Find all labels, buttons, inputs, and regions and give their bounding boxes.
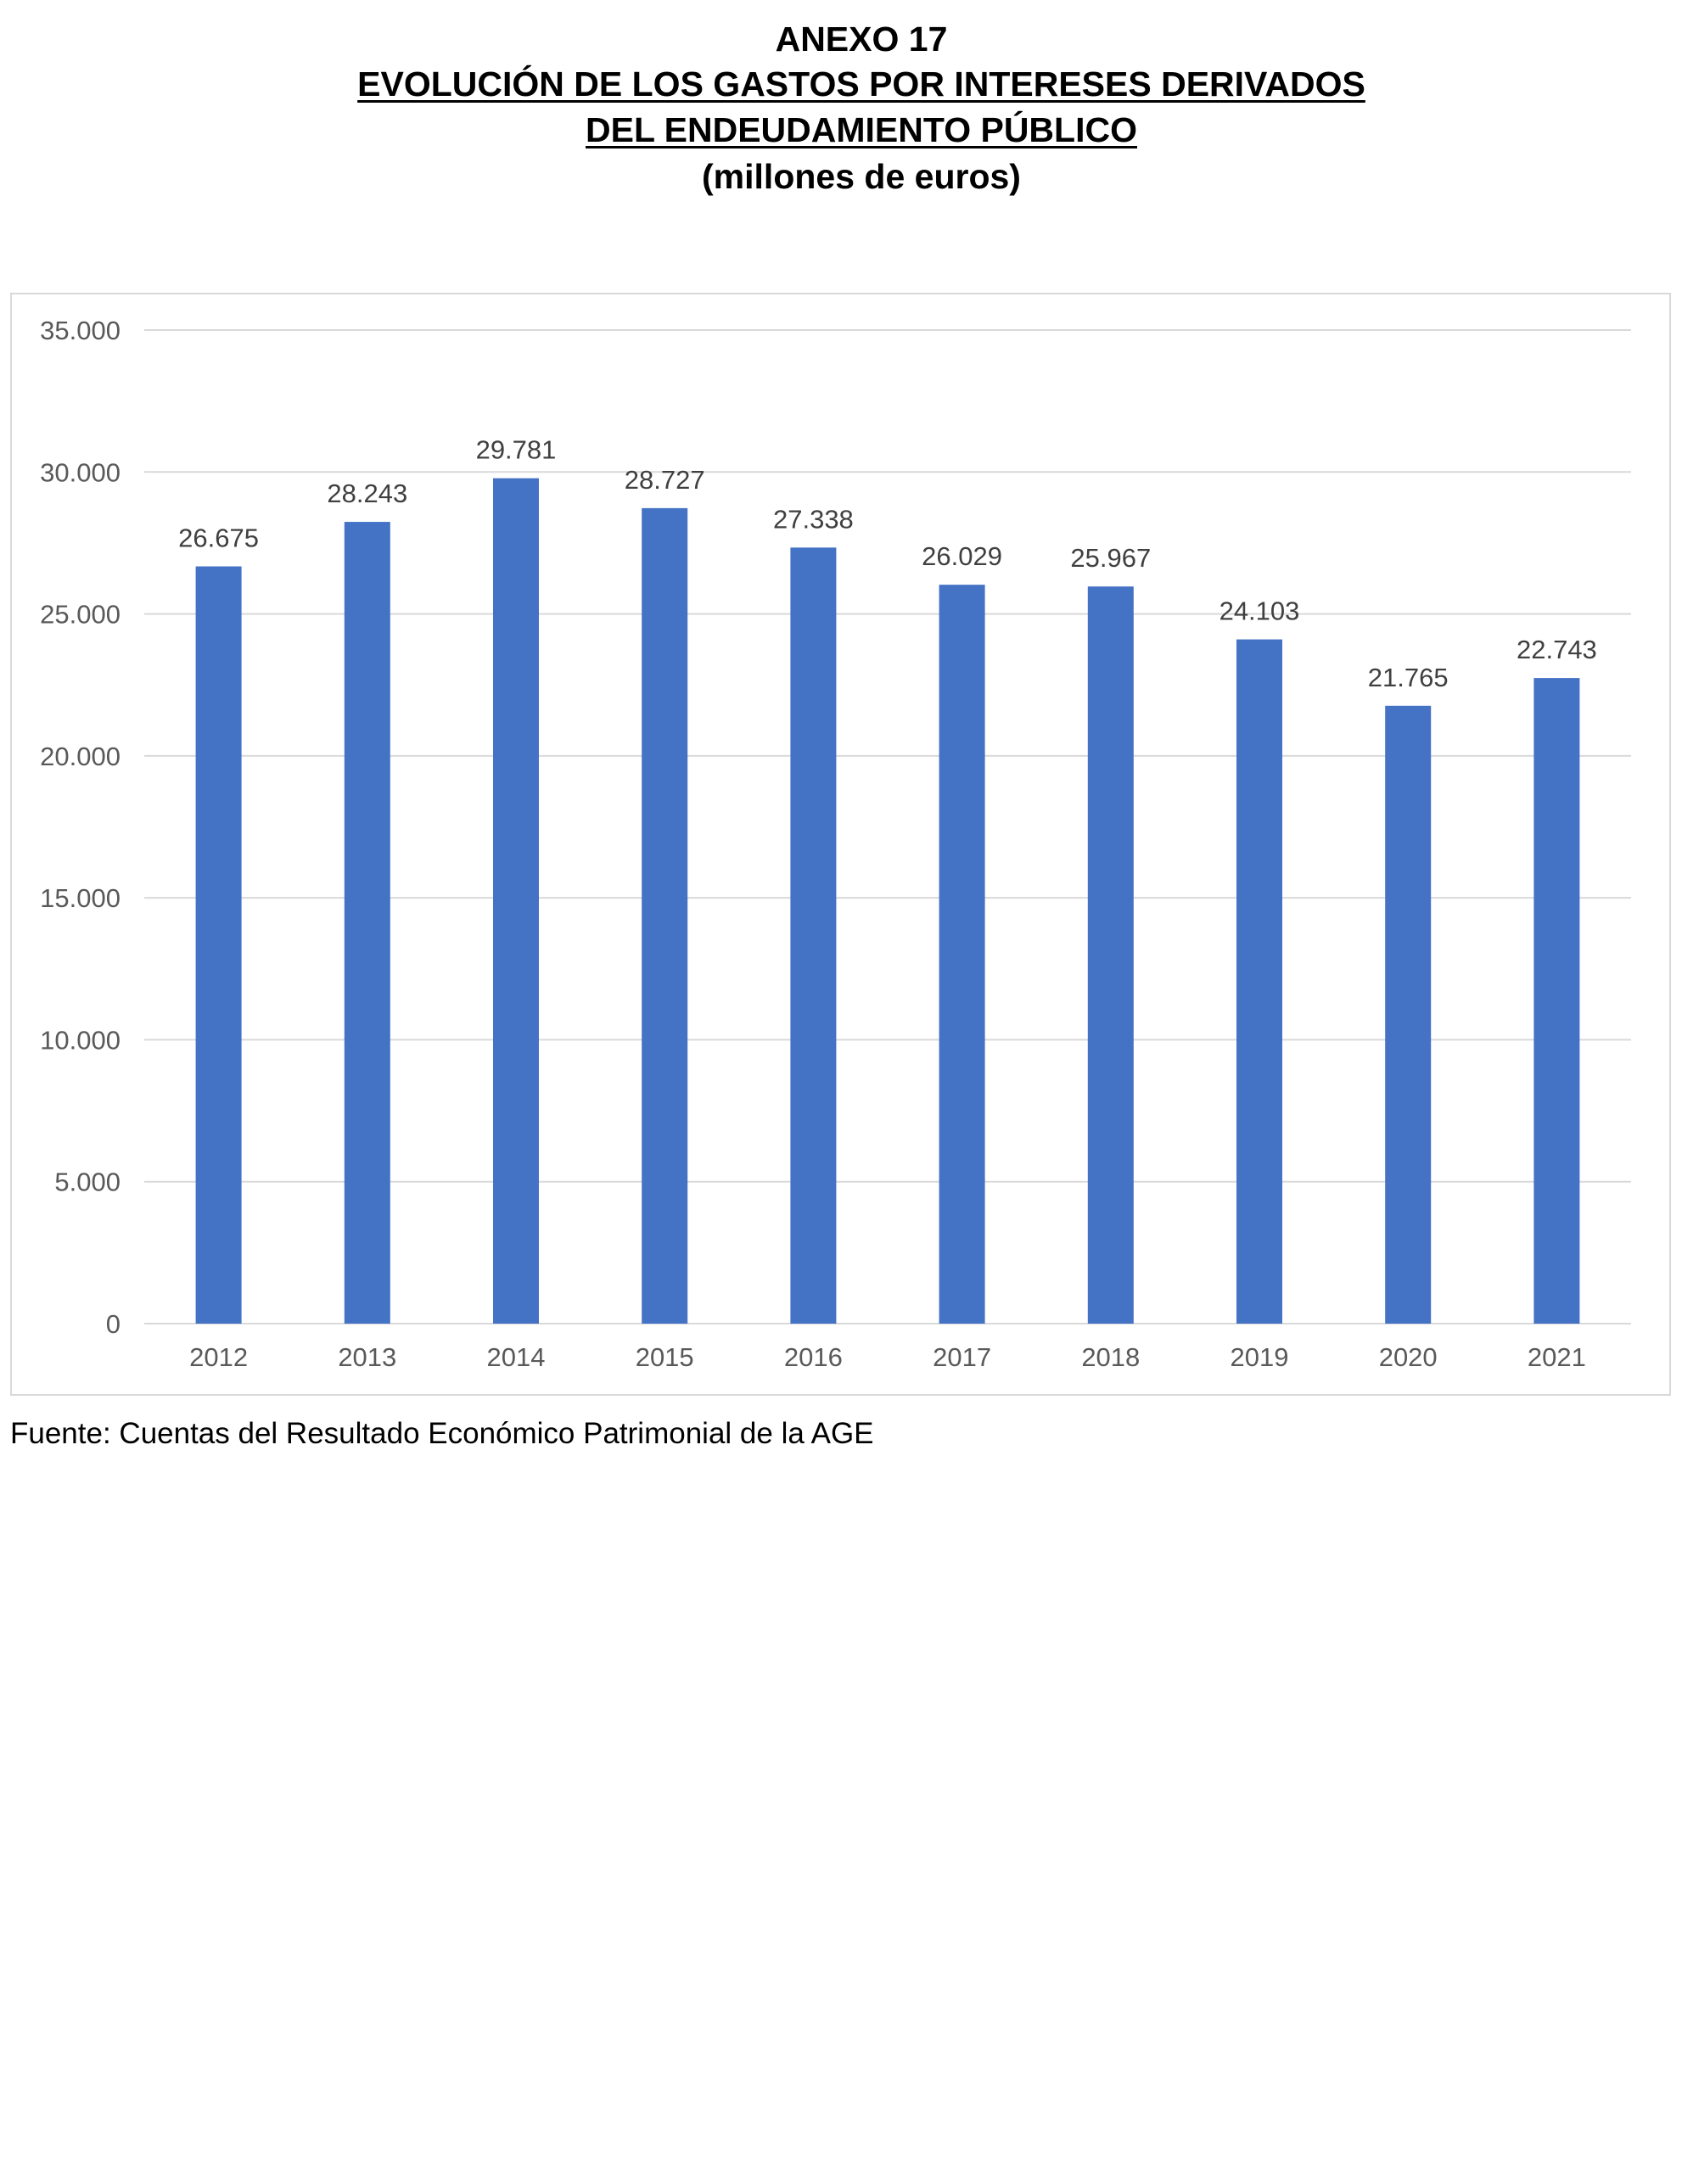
x-tick-label-2013: 2013	[338, 1342, 396, 1372]
chart-area: 0 5.000 10.000 15.000 20.000 25.000 30.000 35.0…	[10, 293, 1671, 1396]
chart-units-subtitle: (millones de euros)	[702, 157, 1021, 196]
bar-2012	[195, 566, 242, 1324]
x-tick-label-2017: 2017	[933, 1342, 991, 1372]
bar-2016	[790, 547, 837, 1324]
bar-2013	[344, 522, 390, 1324]
x-tick-label-2014: 2014	[487, 1342, 546, 1372]
y-tick-label: 0	[106, 1309, 121, 1339]
x-tick-label-2012: 2012	[189, 1342, 248, 1372]
x-tick-label-2019: 2019	[1231, 1342, 1289, 1372]
data-label-2018: 25.967	[1070, 543, 1151, 573]
y-tick-label: 10.000	[40, 1025, 121, 1055]
gridlines	[144, 329, 1631, 1324]
chart-title-line-2: DEL ENDEUDAMIENTO PÚBLICO	[586, 110, 1137, 149]
bar-2014	[493, 478, 539, 1324]
x-tick-label-2020: 2020	[1379, 1342, 1438, 1372]
data-label-2014: 29.781	[476, 435, 557, 465]
y-tick-label: 30.000	[40, 457, 121, 487]
x-tick-label-2018: 2018	[1081, 1342, 1140, 1372]
data-label-2020: 21.765	[1368, 663, 1449, 692]
y-tick-label: 20.000	[40, 742, 121, 771]
bar-2018	[1087, 586, 1134, 1324]
source-note: Fuente: Cuentas del Resultado Económico …	[10, 1417, 874, 1450]
data-label-2017: 26.029	[922, 541, 1002, 571]
y-tick-label: 35.000	[40, 316, 121, 345]
data-label-2015: 28.727	[625, 465, 705, 495]
y-axis-tick-labels: 0 5.000 10.000 15.000 20.000 25.000 30.000 35.0…	[40, 316, 121, 1339]
x-tick-label-2021: 2021	[1528, 1342, 1586, 1372]
bar-2015	[642, 507, 688, 1324]
data-labels: 26.675 28.243 29.781 28.727 27.338 26.029 25.9…	[178, 435, 1597, 692]
data-label-2021: 22.743	[1517, 635, 1597, 664]
bar-chart: 0 5.000 10.000 15.000 20.000 25.000 30.000 35.0…	[40, 316, 1631, 1372]
data-label-2016: 27.338	[773, 504, 854, 534]
bar-2019	[1236, 639, 1282, 1324]
chart-title-line-1: EVOLUCIÓN DE LOS GASTOS POR INTERESES DE…	[357, 64, 1365, 104]
annex-title: ANEXO 17	[775, 20, 948, 59]
x-tick-label-2016: 2016	[784, 1342, 843, 1372]
data-label-2013: 28.243	[327, 479, 407, 508]
y-tick-label: 25.000	[40, 600, 121, 630]
y-tick-label: 15.000	[40, 883, 121, 913]
bar-2021	[1533, 678, 1580, 1324]
x-tick-label-2015: 2015	[636, 1342, 694, 1372]
bar-2017	[939, 585, 985, 1324]
data-label-2012: 26.675	[178, 524, 259, 553]
bar-2020	[1385, 705, 1432, 1324]
x-axis-tick-labels: 2012 2013 2014 2015 2016 2017 2018 2019 2020 2021	[189, 1342, 1586, 1372]
data-label-2019: 24.103	[1219, 596, 1300, 626]
bars	[195, 478, 1580, 1324]
y-tick-label: 5.000	[54, 1168, 121, 1197]
